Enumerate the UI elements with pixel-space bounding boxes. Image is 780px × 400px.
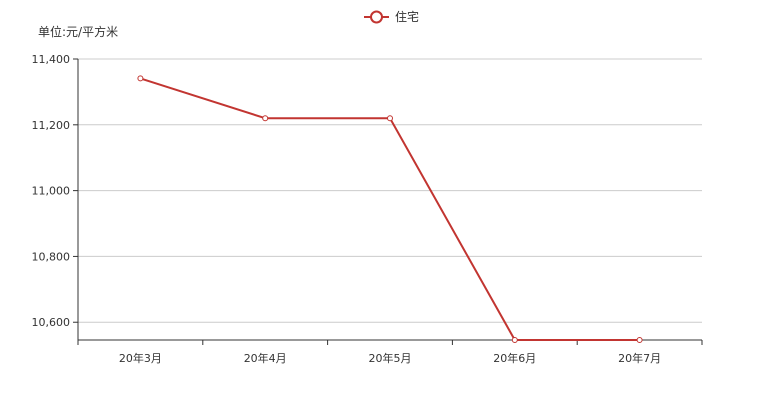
- legend-marker-icon: [370, 10, 383, 24]
- legend[interactable]: 住宅: [364, 9, 419, 24]
- data-point[interactable]: [137, 75, 144, 82]
- data-point[interactable]: [511, 337, 518, 343]
- grid-lines: [78, 58, 702, 323]
- series-layer: [137, 75, 643, 343]
- y-tick-label: 11,200: [32, 119, 71, 132]
- x-tick-label: 20年7月: [618, 351, 661, 365]
- y-tick-label: 11,400: [32, 53, 71, 66]
- y-tick-label: 10,800: [32, 250, 71, 263]
- y-axis: 10,600 10,800 11,000 11,200 11,400: [32, 53, 79, 340]
- data-point[interactable]: [262, 115, 269, 122]
- x-tick-label: 20年4月: [244, 351, 287, 365]
- data-point[interactable]: [636, 337, 643, 343]
- x-tick-label: 20年3月: [119, 351, 162, 365]
- data-point[interactable]: [387, 115, 393, 122]
- x-tick-label: 20年6月: [493, 351, 536, 365]
- legend-label[interactable]: 住宅: [395, 9, 419, 24]
- y-axis-unit-label: 单位:元/平方米: [38, 24, 118, 39]
- x-tick-label: 20年5月: [369, 351, 412, 365]
- y-tick-label: 10,600: [32, 316, 71, 329]
- x-axis: 20年3月 20年4月 20年5月 20年6月 20年7月: [77, 339, 703, 365]
- y-tick-label: 11,000: [32, 185, 71, 198]
